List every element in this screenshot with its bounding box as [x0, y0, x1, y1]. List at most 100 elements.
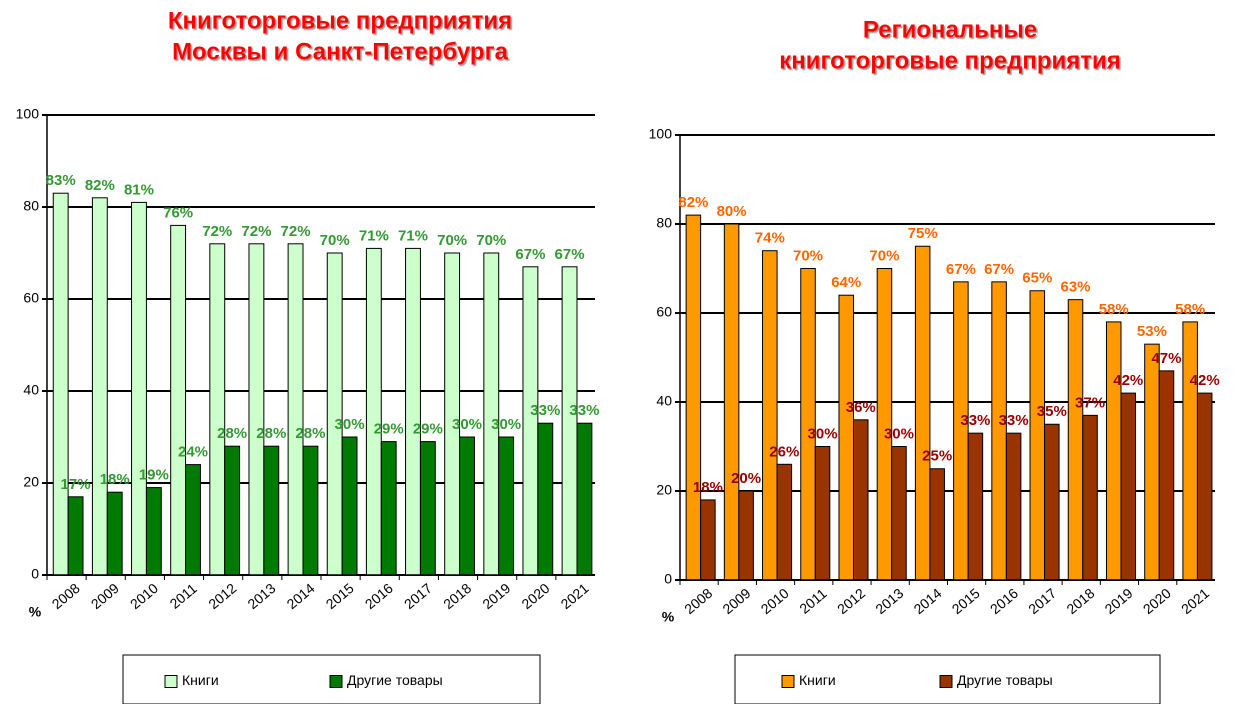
x-tick-label: 2016 [987, 585, 1021, 617]
value-label: 70% [437, 232, 467, 249]
bar [967, 432, 984, 581]
x-tick-label: 2020 [518, 580, 552, 612]
value-label: 82% [85, 177, 115, 194]
value-label: 30% [491, 416, 521, 433]
x-tick-label: 2013 [244, 580, 278, 612]
bar [131, 201, 147, 576]
value-label: 26% [769, 443, 799, 460]
value-label: 70% [793, 247, 823, 264]
value-label: 58% [1099, 301, 1129, 318]
bar [929, 468, 945, 581]
x-tick-label: 2013 [872, 585, 906, 617]
bar [1158, 370, 1175, 581]
value-label: 81% [124, 181, 154, 198]
x-tick-label: 2008 [49, 580, 83, 612]
bar [762, 250, 778, 581]
bar [1029, 290, 1046, 581]
bar [341, 436, 358, 576]
bar [67, 496, 84, 576]
bar [1005, 432, 1022, 581]
bar [1144, 343, 1160, 581]
value-label: 83% [46, 172, 76, 189]
value-label: 28% [256, 425, 286, 442]
legend-label: Книги [182, 672, 219, 688]
bar [876, 268, 893, 581]
bar [405, 247, 421, 576]
value-label: 19% [139, 467, 169, 484]
x-tick-label: 2010 [758, 585, 792, 617]
bar [209, 243, 226, 576]
y-tick-label: 0 [31, 566, 39, 582]
bar [1044, 423, 1060, 581]
value-label: 58% [1175, 301, 1205, 318]
legend-label: Другие товары [347, 672, 443, 688]
bar [1082, 414, 1098, 581]
bar [561, 266, 578, 576]
x-tick-label: 2019 [1102, 585, 1136, 617]
bar [723, 223, 740, 581]
bar [287, 243, 304, 576]
value-label: 70% [320, 232, 350, 249]
value-label: 74% [755, 230, 785, 247]
value-label: 24% [178, 444, 208, 461]
x-tick-label: 2021 [558, 580, 592, 612]
y-tick-label: 100 [16, 106, 40, 122]
value-label: 35% [1037, 403, 1067, 420]
bar [459, 436, 475, 576]
bar [444, 252, 461, 576]
bar [263, 445, 280, 576]
y-tick-label: 20 [656, 482, 672, 498]
value-label: 36% [846, 399, 876, 416]
y-tick-label: 80 [656, 215, 672, 231]
bar [170, 224, 187, 576]
x-tick-label: 2012 [205, 580, 239, 612]
value-label: 67% [555, 246, 585, 263]
x-tick-label: 2010 [127, 580, 161, 612]
bar [52, 192, 69, 576]
bar [1120, 392, 1137, 581]
legend-swatch [939, 675, 953, 688]
value-label: 30% [884, 425, 914, 442]
legend-label: Другие товары [957, 672, 1053, 688]
value-label: 72% [202, 223, 232, 240]
y-tick-label: 20 [23, 474, 39, 490]
bar [1067, 299, 1084, 581]
bar [185, 464, 201, 576]
bar [483, 252, 500, 576]
bar [991, 281, 1007, 581]
value-label: 33% [530, 402, 560, 419]
y-tick-label: 40 [23, 382, 39, 398]
legend-swatch [329, 675, 343, 688]
value-label: 33% [569, 402, 599, 419]
value-label: 64% [831, 274, 861, 291]
bar [522, 266, 539, 576]
value-label: 70% [476, 232, 506, 249]
value-label: 76% [163, 204, 193, 221]
value-label: 71% [398, 227, 428, 244]
y-tick-label: 80 [23, 198, 39, 214]
value-label: 67% [946, 261, 976, 278]
bar [1196, 392, 1213, 581]
bar [700, 499, 716, 581]
legend-swatch [781, 675, 795, 688]
x-tick-label: 2011 [166, 580, 200, 612]
x-tick-label: 2016 [362, 580, 396, 612]
x-tick-label: 2008 [681, 585, 715, 617]
value-label: 70% [869, 247, 899, 264]
bar [224, 445, 241, 576]
y-tick-label: 40 [656, 393, 672, 409]
value-label: 28% [295, 425, 325, 442]
value-label: 33% [960, 412, 990, 429]
value-label: 37% [1075, 394, 1105, 411]
chart-title: Региональные [863, 16, 1037, 43]
bar [302, 445, 319, 576]
value-label: 20% [731, 470, 761, 487]
value-label: 47% [1151, 350, 1181, 367]
bar [326, 252, 343, 576]
x-tick-label: 2021 [1178, 585, 1212, 617]
bar [145, 487, 162, 576]
bar [838, 294, 854, 581]
value-label: 80% [717, 203, 747, 220]
x-tick-label: 2019 [479, 580, 513, 612]
legend-label: Книги [799, 672, 836, 688]
